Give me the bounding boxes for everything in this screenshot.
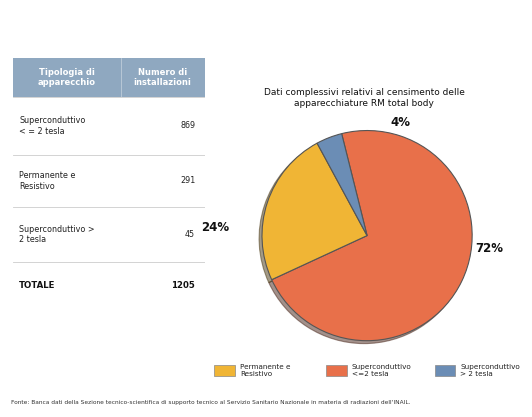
Text: 1205: 1205 (171, 281, 195, 290)
Text: APPARECCHIATURE RM TOTAL BODY FISSE INSTALLATE: APPARECCHIATURE RM TOTAL BODY FISSE INST… (170, 9, 489, 18)
Bar (13, 58, 205, 97)
Text: Dicembre 2014: Dicembre 2014 (320, 61, 409, 70)
Text: Superconduttivo
> 2 tesla: Superconduttivo > 2 tesla (460, 364, 520, 377)
Bar (214, 365, 235, 376)
Text: Dati complessivi relativi al censimento delle
apparecchiature RM total body: Dati complessivi relativi al censimento … (264, 88, 465, 108)
Bar (326, 365, 347, 376)
Text: Figura 1: Figura 1 (8, 10, 57, 20)
Text: Permanente e
Resistivo: Permanente e Resistivo (240, 364, 290, 377)
Text: Fonte: Banca dati della Sezione tecnico-scientifica di supporto tecnico al Servi: Fonte: Banca dati della Sezione tecnico-… (11, 400, 410, 405)
Text: 869: 869 (180, 121, 195, 131)
Text: IN ITALIA AL 31/12/2014: IN ITALIA AL 31/12/2014 (260, 36, 400, 45)
Wedge shape (317, 133, 367, 236)
Text: 45: 45 (185, 230, 195, 239)
Text: Superconduttivo
<=2 tesla: Superconduttivo <=2 tesla (352, 364, 411, 377)
Text: 291: 291 (180, 176, 195, 186)
Wedge shape (272, 131, 472, 341)
Text: Permanente e
Resistivo: Permanente e Resistivo (19, 171, 76, 191)
Bar (435, 365, 455, 376)
Wedge shape (262, 143, 367, 280)
Text: Superconduttivo
< = 2 tesla: Superconduttivo < = 2 tesla (19, 116, 86, 136)
Text: Numero di
installazioni: Numero di installazioni (134, 68, 192, 87)
Text: 4%: 4% (390, 116, 410, 129)
Text: Tipologia di
apparecchio: Tipologia di apparecchio (38, 68, 96, 87)
Text: TOTALE: TOTALE (19, 281, 55, 290)
Text: 72%: 72% (475, 242, 503, 255)
Text: Superconduttivo >
2 tesla: Superconduttivo > 2 tesla (19, 225, 95, 244)
Text: 24%: 24% (201, 221, 229, 234)
